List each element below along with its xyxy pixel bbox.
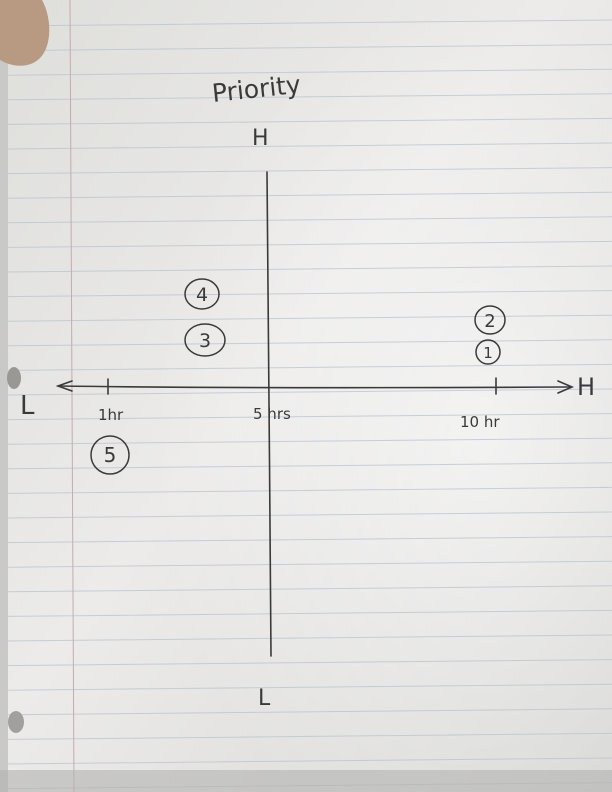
ruled-line: [7, 314, 612, 322]
ruled-line: [7, 117, 612, 125]
point-label: 3: [199, 330, 211, 352]
ruled-line: [7, 560, 612, 568]
ruled-line: [7, 265, 612, 273]
thumb: [0, 0, 50, 66]
ruled-line: [7, 683, 612, 691]
tick-label: 1hr: [98, 406, 124, 424]
ruled-line: [7, 634, 612, 642]
ruled-line: [7, 240, 612, 248]
point-5: 5: [90, 435, 130, 475]
ruled-line: [7, 511, 612, 519]
ruled-line: [7, 44, 612, 52]
ruled-line: [7, 19, 612, 27]
ruled-line: [7, 216, 612, 224]
ruled-line: [7, 659, 612, 667]
horizontal-axis: [57, 385, 571, 389]
ruled-line: [7, 536, 612, 544]
point-label: 4: [196, 284, 208, 306]
y-axis-high-label: H: [252, 126, 269, 151]
ruled-line: [7, 363, 612, 371]
right-arrowhead: [557, 380, 575, 394]
ruled-line: [7, 290, 612, 298]
punch-hole: [8, 711, 24, 733]
y-axis-low-label: L: [258, 686, 271, 711]
ruled-line: [7, 191, 612, 199]
point-label: 5: [104, 443, 117, 467]
ruled-line: [7, 413, 612, 421]
point-2: 2: [474, 305, 506, 335]
x-axis-high-label: H: [577, 373, 595, 401]
ruled-line: [7, 142, 612, 150]
point-4: 4: [184, 278, 220, 310]
ruled-line: [7, 757, 612, 765]
ruled-line: [7, 93, 612, 101]
point-label: 2: [484, 311, 495, 332]
ruled-line: [7, 462, 612, 470]
point-3: 3: [184, 323, 226, 357]
ruled-line: [7, 437, 612, 445]
vertical-axis: [266, 171, 272, 657]
paper-glare: [8, 0, 612, 792]
ruled-line: [7, 585, 612, 593]
tick-label: 10 hr: [460, 413, 500, 431]
ruled-line: [7, 732, 612, 740]
margin-line: [69, 0, 75, 792]
ruled-line: [7, 486, 612, 494]
left-arrowhead: [55, 380, 73, 392]
ruled-line: [7, 68, 612, 76]
x-axis-low-label: L: [20, 391, 35, 421]
ruled-line: [7, 339, 612, 347]
punch-hole: [7, 367, 21, 389]
diagram: [55, 171, 575, 657]
ruled-line: [7, 708, 612, 716]
point-label: 1: [483, 344, 493, 362]
ruled-line: [7, 167, 612, 175]
ruled-line: [7, 609, 612, 617]
tick-label: 5 hrs: [253, 405, 291, 423]
bottom-shadow: [0, 770, 612, 792]
point-1: 1: [475, 339, 501, 365]
